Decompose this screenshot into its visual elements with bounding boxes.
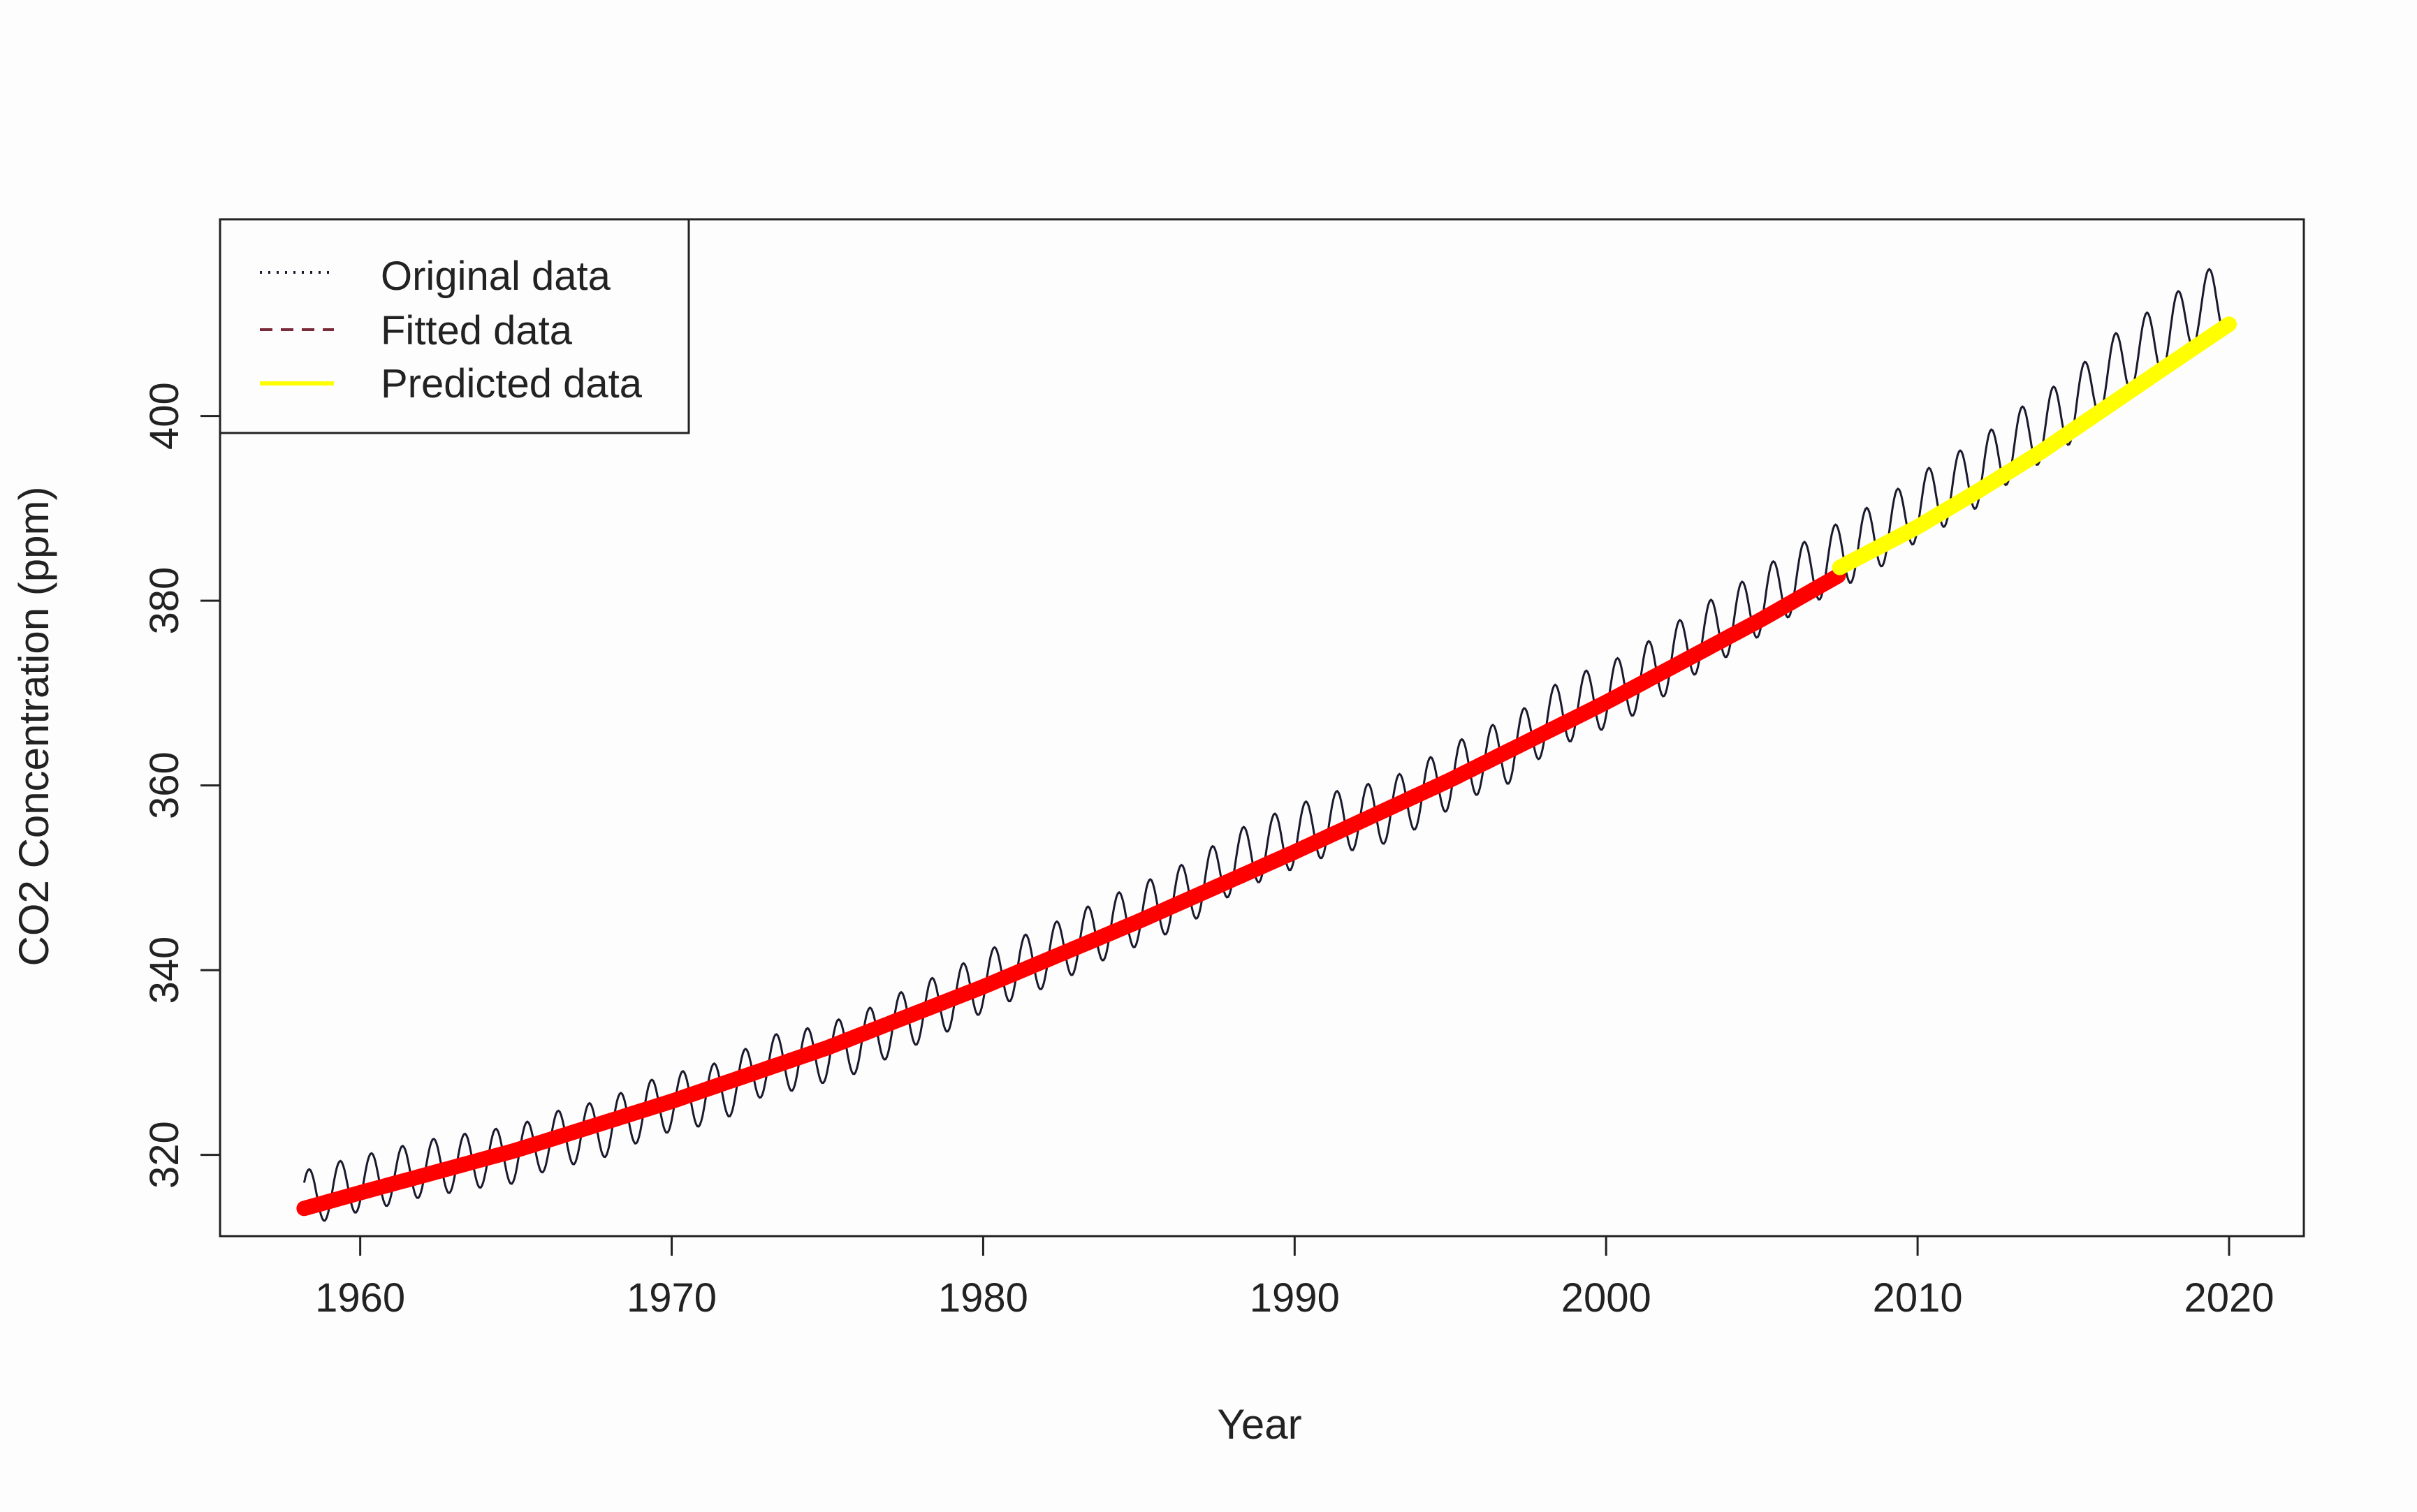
y-tick-label: 320 bbox=[142, 1121, 187, 1189]
y-tick-label: 380 bbox=[142, 567, 187, 635]
x-tick-label: 1990 bbox=[1250, 1275, 1340, 1321]
y-axis: 320 340 360 380 400 bbox=[142, 382, 221, 1189]
x-tick-label: 2010 bbox=[1873, 1275, 1963, 1321]
series-layer bbox=[296, 267, 2237, 1222]
x-axis-label: Year bbox=[1217, 1401, 1301, 1448]
legend-box bbox=[219, 218, 690, 434]
x-tick-label: 1960 bbox=[315, 1275, 405, 1321]
x-tick-label: 1980 bbox=[938, 1275, 1028, 1321]
y-tick-label: 400 bbox=[142, 382, 187, 450]
x-tick-label: 2000 bbox=[1561, 1275, 1651, 1321]
legend-label-fitted: Fitted data bbox=[381, 308, 573, 353]
x-tick-label: 2020 bbox=[2184, 1275, 2274, 1321]
legend-label-original: Original data bbox=[381, 254, 611, 299]
legend: Original data Fitted data Predicted data bbox=[219, 218, 690, 434]
x-tick-label: 1970 bbox=[627, 1275, 717, 1321]
x-axis: 1960 1970 1980 1990 2000 2010 2020 bbox=[315, 1235, 2274, 1321]
y-tick-label: 360 bbox=[142, 751, 187, 819]
series-predicted-line bbox=[1832, 316, 2237, 575]
y-axis-label: CO2 Concentration (ppm) bbox=[10, 487, 57, 967]
legend-label-predicted: Predicted data bbox=[381, 361, 643, 406]
series-fitted-line bbox=[296, 568, 1846, 1217]
y-tick-label: 340 bbox=[142, 937, 187, 1004]
